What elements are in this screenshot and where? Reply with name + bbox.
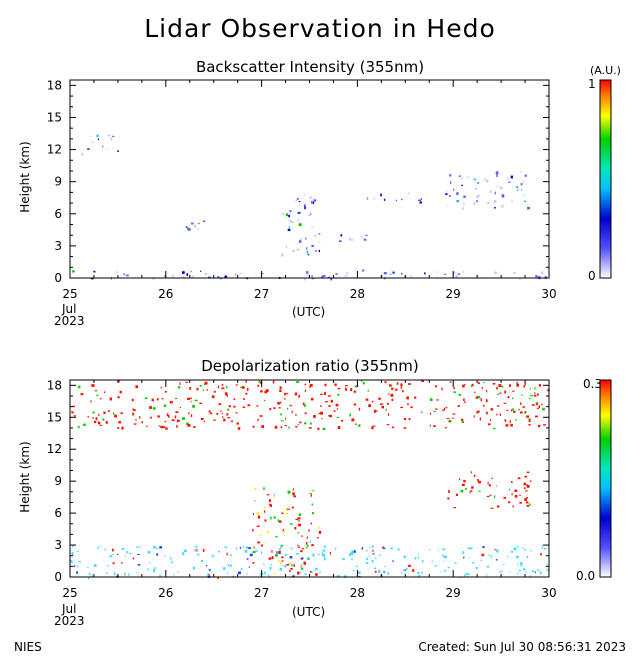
layer-upper-29	[445, 171, 531, 210]
x-tick-label: 26	[158, 586, 173, 600]
y-tick-label: 18	[47, 378, 62, 392]
x-tick-label: 29	[446, 586, 461, 600]
y-tick-label: 3	[54, 239, 62, 253]
colorbar-min-backscatter: 0	[588, 269, 596, 283]
footer-org: NIES	[14, 640, 42, 654]
y-tick-label: 0	[54, 271, 62, 285]
layer-mid-cloud-28	[339, 234, 368, 243]
layer-convective-27	[252, 487, 322, 576]
y-tick-label: 15	[47, 110, 62, 124]
x-sublabel-year-1: 2023	[54, 314, 85, 328]
panel-title-backscatter: Backscatter Intensity (355nm)	[195, 58, 425, 76]
plot-area	[70, 80, 549, 278]
colorbar-max-depolarization: 0.3	[583, 377, 603, 391]
x-tick-label: 29	[446, 287, 461, 301]
x-tick-label: 30	[541, 287, 556, 301]
x-axis-label-depolarization: (UTC)	[292, 605, 326, 619]
colorbar-backscatter	[599, 79, 612, 279]
y-tick-label: 0	[54, 570, 62, 584]
plot-area	[70, 380, 549, 577]
layer-mid-cloud-26	[185, 220, 206, 231]
x-tick-label: 25	[62, 586, 77, 600]
x-tick-label: 25	[62, 287, 77, 301]
x-sublabel-month-2: Jul	[62, 602, 77, 616]
x-axis-label-backscatter: (UTC)	[292, 305, 326, 319]
panel-title-depolarization: Depolarization ratio (355nm)	[201, 357, 419, 375]
x-tick-label: 27	[254, 287, 269, 301]
colorbar-min-depolarization: 0.0	[576, 569, 596, 583]
layer-layer-28-29	[367, 192, 422, 204]
colorbar-max-backscatter: 1	[588, 77, 596, 91]
colorbar-depolarization	[599, 379, 612, 578]
y-tick-label: 9	[54, 175, 62, 189]
colorbar-unit-backscatter: (A.U.)	[590, 64, 621, 77]
backscatter-panel: 0 3 6 9 12 15 18 25 26 27 28 29 30	[47, 78, 557, 301]
x-tick-label: 30	[541, 586, 556, 600]
y-tick-label: 18	[47, 78, 62, 92]
y-tick-label: 12	[47, 143, 62, 157]
y-tick-label: 6	[54, 506, 62, 520]
layer-cirrus-early	[81, 134, 119, 156]
y-tick-label: 9	[54, 474, 62, 488]
y-tick-label: 6	[54, 207, 62, 221]
x-tick-label: 26	[158, 287, 173, 301]
y-tick-label: 3	[54, 538, 62, 552]
layer-cirrus-upper	[71, 380, 550, 430]
y-tick-label: 12	[47, 442, 62, 456]
layer-convective-27	[281, 194, 321, 257]
page-title: Lidar Observation in Hedo	[144, 14, 496, 43]
x-sublabel-month-1: Jul	[62, 302, 77, 316]
footer-created: Created: Sun Jul 30 08:56:31 2023	[418, 640, 626, 654]
layer-upper-29	[447, 471, 532, 509]
depolarization-panel: 0 3 6 9 12 15 18 25 26 27 28 29 30	[47, 378, 557, 600]
x-tick-label: 27	[254, 586, 269, 600]
x-sublabel-year-2: 2023	[54, 614, 85, 628]
x-tick-label: 28	[350, 586, 365, 600]
x-tick-label: 28	[350, 287, 365, 301]
y-tick-label: 15	[47, 410, 62, 424]
